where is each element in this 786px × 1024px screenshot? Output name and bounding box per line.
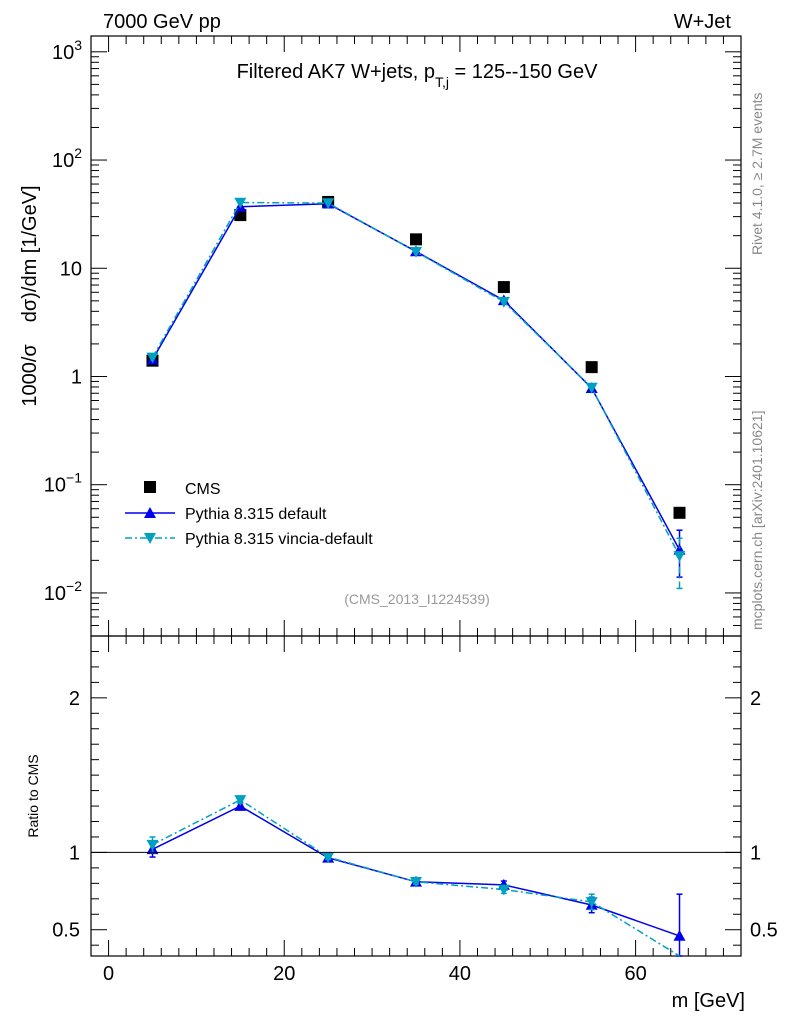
cms-data-point (410, 233, 422, 246)
ratio-line (152, 805, 680, 937)
y-tick-label: 10 (60, 258, 82, 280)
ratio-tick-label: 1 (69, 842, 80, 864)
ratio-marker (410, 876, 422, 888)
legend-label-vincia: Pythia 8.315 vincia-default (185, 531, 373, 548)
legend: CMS Pythia 8.315 default Pythia 8.315 vi… (125, 481, 373, 548)
series-marker (585, 382, 598, 394)
cms-data-point (497, 281, 510, 294)
rivet-version: Rivet 4.1.0, ≥ 2.7M events (749, 92, 765, 255)
x-tick-label: 60 (624, 963, 646, 985)
x-tick-label: 0 (103, 963, 114, 985)
series-marker (146, 352, 159, 364)
legend-label-cms: CMS (185, 481, 221, 498)
ratio-marker (322, 852, 335, 864)
analysis-id: (CMS_2013_I1224539) (344, 591, 490, 607)
ratio-tick-label: 0.5 (52, 920, 80, 942)
ratio-tick-label: 0.5 (750, 920, 778, 942)
ratio-marker (585, 897, 598, 908)
mcplots-credit: mcplots.cern.ch [arXiv:2401.10621] (749, 411, 765, 630)
ratio-tick-labels: 0.5 0.5 1 1 2 2 (52, 688, 778, 942)
x-tick-labels: 0 20 40 60 (103, 963, 647, 985)
series-marker (410, 246, 422, 258)
ratio-tick-label: 2 (69, 688, 80, 710)
y-axis-label: 1000/σdσ)/dm [1/GeV] (19, 185, 41, 406)
series-marker (322, 198, 335, 210)
header-left: 7000 GeV pp (103, 11, 221, 33)
ratio-marker (497, 884, 510, 896)
ratio-marker (673, 929, 686, 941)
ratio-frame (90, 635, 742, 957)
y-tick-labels: 10−2 10−1 1 10 102 103 (44, 37, 82, 605)
series-marker (234, 197, 247, 209)
series-marker (673, 551, 686, 562)
ratio-marker (146, 839, 159, 851)
x-tick-label: 40 (449, 963, 471, 985)
cms-data-point (585, 361, 598, 374)
main-axis-ticks (91, 36, 741, 637)
ratio-tick-label: 2 (750, 688, 761, 710)
y-tick-label: 10−2 (44, 578, 82, 605)
chart-title: Filtered AK7 W+jets, pT,j = 125--150 GeV (237, 61, 599, 90)
y-tick-label: 10−1 (44, 470, 82, 497)
main-series (146, 195, 686, 590)
legend-marker-default (144, 507, 156, 518)
header-right: W+Jet (674, 11, 732, 33)
ratio-axis-ticks (91, 635, 741, 956)
x-tick-label: 20 (273, 963, 295, 985)
legend-marker-cms (144, 481, 156, 493)
ratio-tick-label: 1 (750, 842, 761, 864)
legend-label-default: Pythia 8.315 default (185, 506, 327, 523)
series-marker (497, 296, 510, 308)
x-axis-label: m [GeV] (672, 990, 745, 1012)
cms-data-point (673, 506, 686, 519)
ratio-y-label: Ratio to CMS (25, 754, 41, 837)
y-tick-label: 1 (71, 366, 82, 388)
legend-marker-vincia (144, 533, 156, 544)
y-tick-label: 102 (52, 145, 82, 172)
ratio-marker (234, 795, 247, 806)
ratio-series (146, 795, 686, 957)
y-tick-label: 103 (52, 37, 82, 64)
